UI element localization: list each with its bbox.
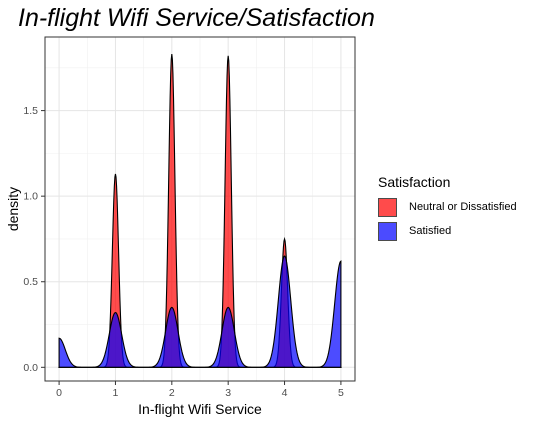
legend-key-red (378, 197, 397, 217)
grid-lines (45, 37, 355, 381)
legend-label: Satisfied (409, 225, 452, 237)
x-tick-label: 5 (338, 387, 344, 399)
y-axis-ticks: 0.0 0.5 1.0 1.5 (23, 105, 45, 374)
legend-item-neutral-or-dissatisfied: Neutral or Dissatisfied (378, 195, 517, 219)
y-tick-label: 1.5 (23, 105, 38, 117)
x-tick-label: 3 (225, 387, 231, 399)
y-tick-label: 1.0 (23, 191, 38, 203)
legend-title: Satisfaction (378, 174, 451, 190)
legend: Satisfaction Neutral or Dissatisfied Sat… (378, 174, 517, 243)
x-axis-ticks: 0 1 2 3 4 5 (56, 381, 344, 399)
chart-title: In-flight Wifi Service/Satisfaction (18, 4, 375, 32)
x-tick-label: 1 (113, 387, 119, 399)
density-series (58, 54, 342, 368)
y-tick-label: 0.0 (23, 362, 38, 374)
x-tick-label: 2 (169, 387, 175, 399)
legend-item-satisfied: Satisfied (378, 219, 517, 243)
y-axis-title: density (5, 187, 21, 231)
density-area-satisfied (58, 255, 342, 368)
y-tick-label: 0.5 (23, 276, 38, 288)
x-axis-title: In-flight Wifi Service (138, 401, 262, 417)
x-tick-label: 0 (56, 387, 62, 399)
legend-key-blue (378, 221, 397, 241)
panel-border (44, 36, 356, 382)
x-tick-label: 4 (282, 387, 288, 399)
legend-label: Neutral or Dissatisfied (409, 201, 517, 213)
